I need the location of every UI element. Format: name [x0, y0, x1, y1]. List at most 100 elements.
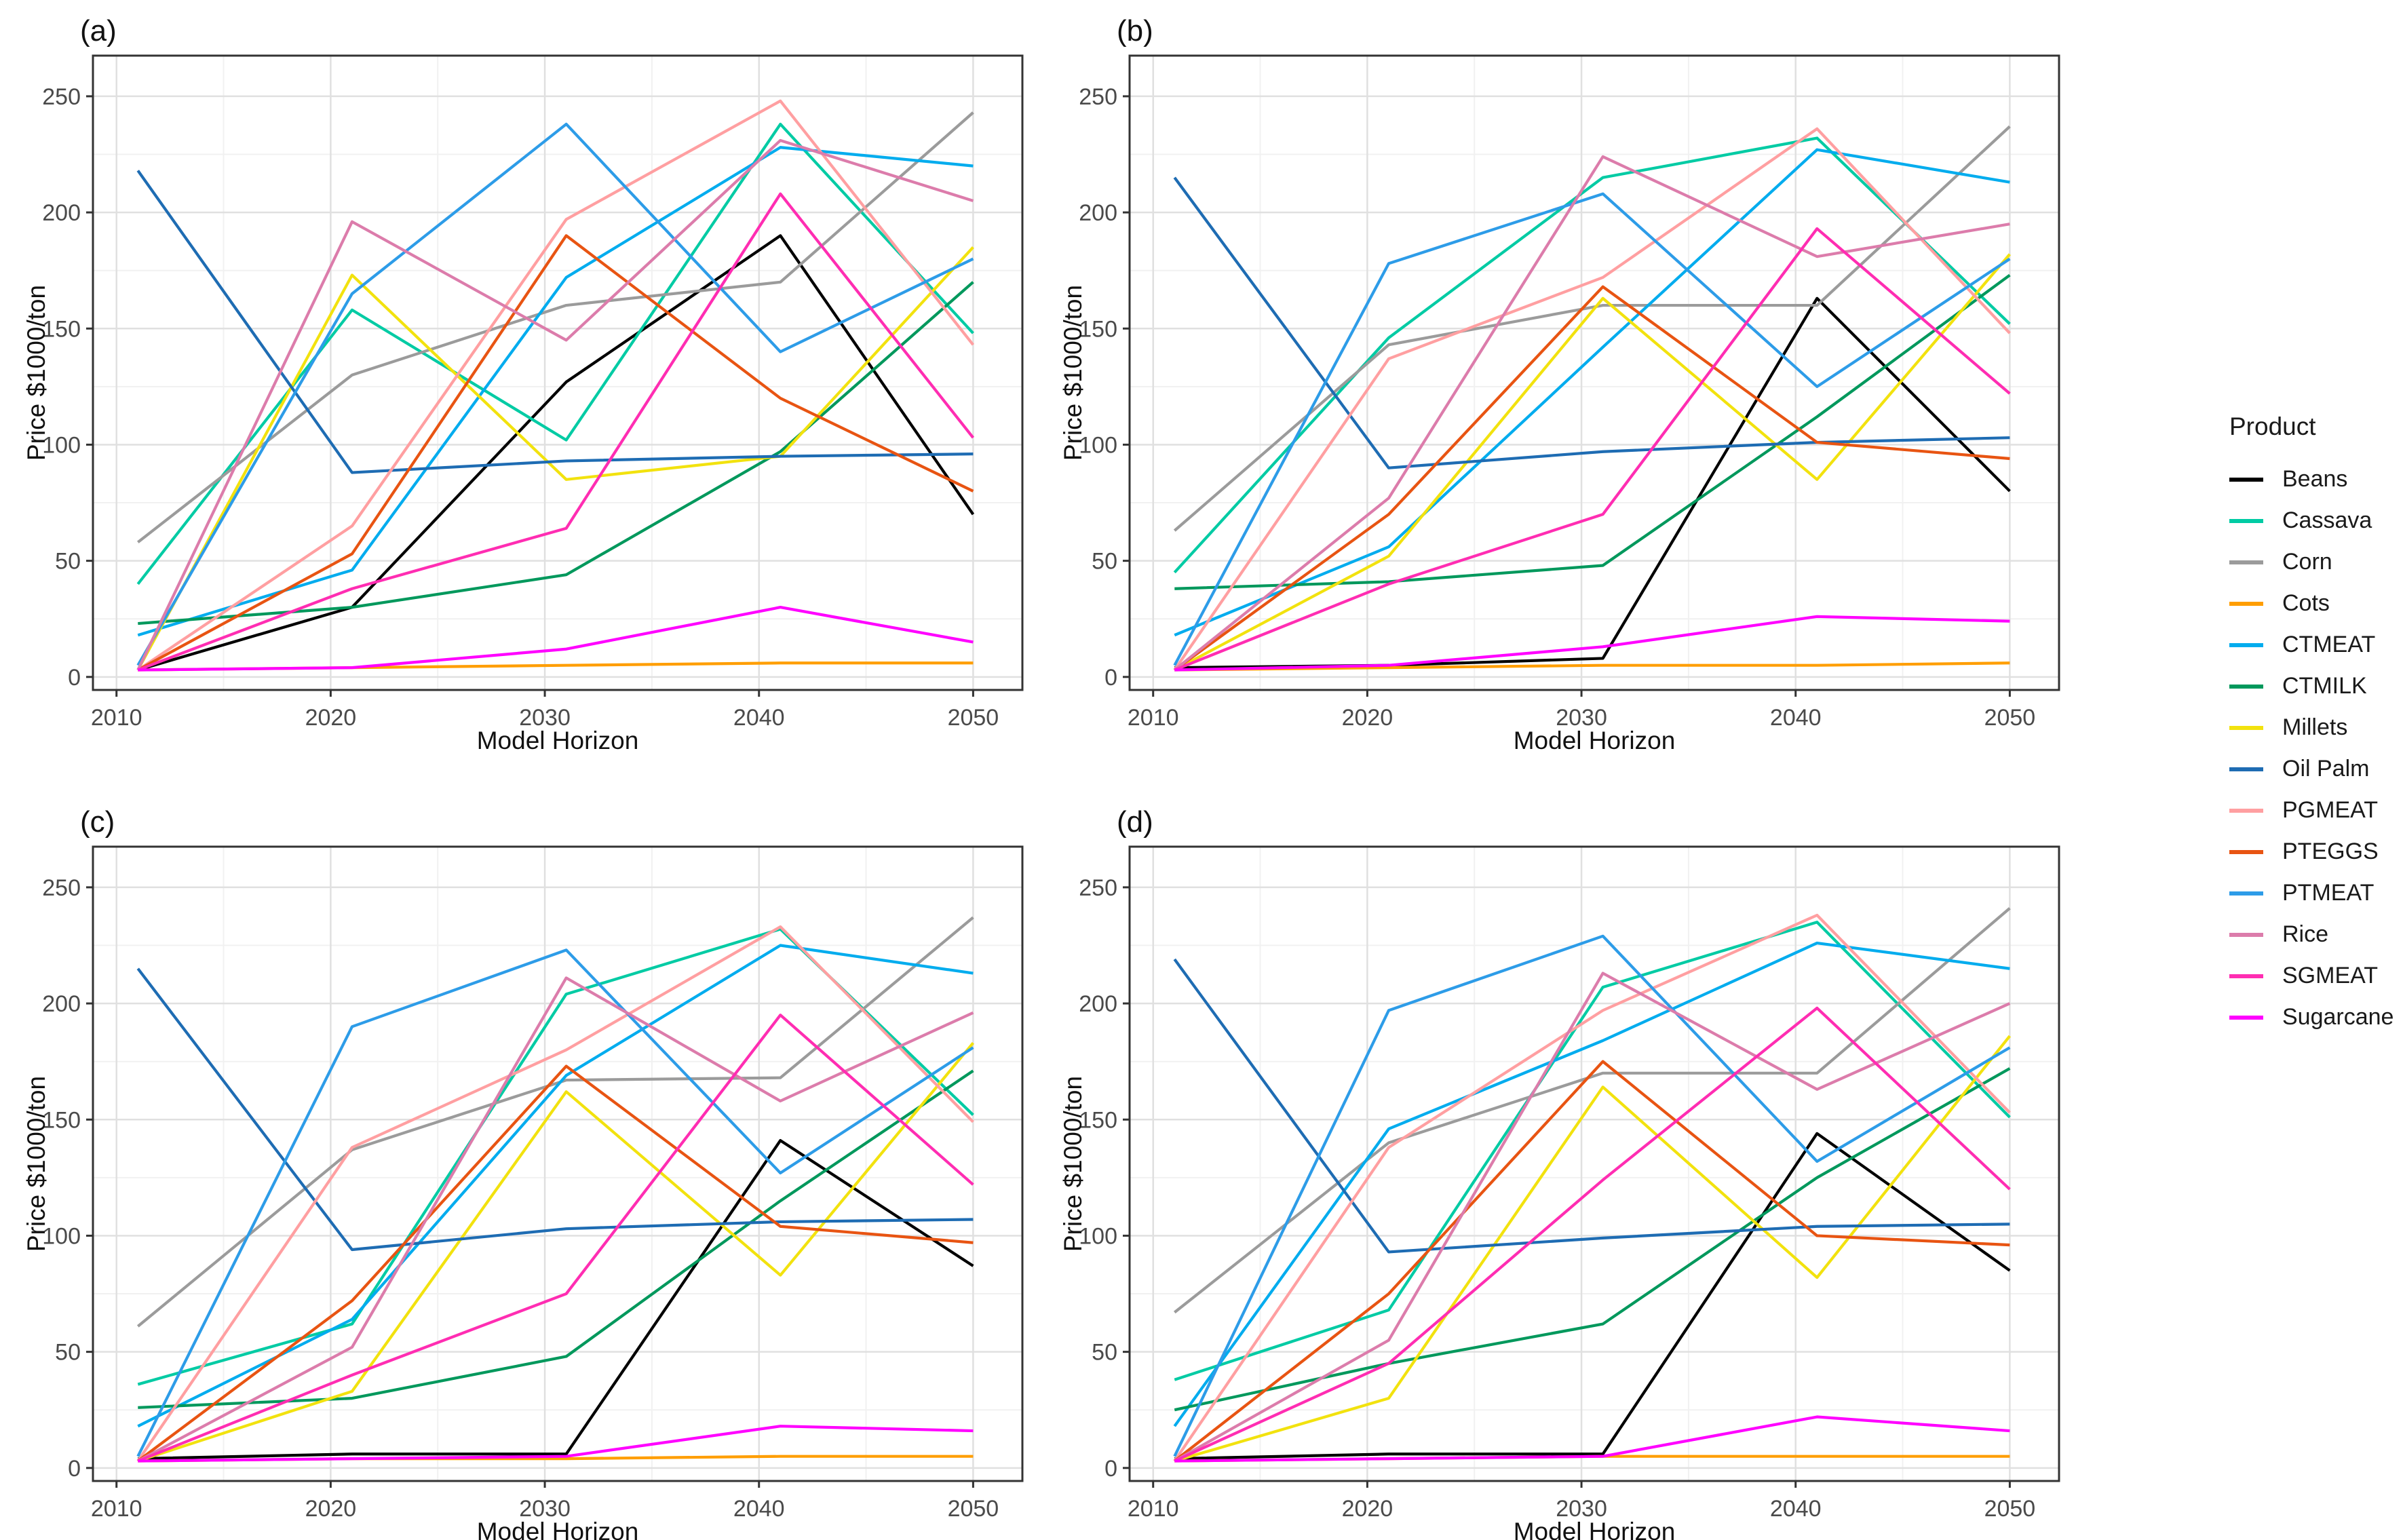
legend-item-corn: Corn [2229, 541, 2399, 583]
y-tick-label: 250 [42, 84, 81, 110]
legend-item-ctmilk: CTMILK [2229, 666, 2399, 707]
legend-swatch-line [2229, 891, 2263, 896]
y-tick-label: 150 [42, 1107, 81, 1133]
legend-item-sgmeat: SGMEAT [2229, 955, 2399, 997]
y-tick-label: 200 [42, 991, 81, 1017]
line-chart-c: 0 50 100 150 200 250 2010 2020 2030 2040 2050 Model… [22, 806, 1024, 1540]
legend-item-label: Corn [2282, 549, 2332, 575]
series-line-oil-palm [1173, 176, 2010, 469]
y-tick-label: 100 [42, 432, 81, 458]
x-tick-label: 2020 [1342, 1496, 1393, 1522]
legend-item-label: Beans [2282, 466, 2348, 492]
x-axis-title: Model Horizon [477, 727, 639, 754]
series-line-corn [136, 111, 974, 543]
series-line-rice [136, 138, 974, 671]
series-line-millets [136, 246, 974, 671]
x-tick-label: 2040 [733, 1496, 785, 1522]
legend-swatch-line [2229, 642, 2263, 647]
y-tick-label: 150 [42, 316, 81, 342]
series-line-millets [1174, 1035, 2012, 1463]
legend-item-label: Millets [2282, 714, 2348, 740]
legend-item-cots: Cots [2229, 583, 2399, 624]
legend-swatch-line [2229, 601, 2263, 606]
x-tick-label: 2050 [948, 1496, 999, 1522]
series-line-sgmeat [137, 192, 975, 672]
chart-panel-c: 0 50 100 150 200 250 2010 2020 2030 2040 2050 Model… [22, 806, 1033, 1540]
legend-item-label: PTEGGS [2282, 839, 2379, 864]
y-tick-label: 50 [1092, 1340, 1117, 1366]
series-line-pteggs [1173, 1060, 2010, 1463]
legend-swatch-line [2229, 849, 2263, 854]
legend-item-label: PTMEAT [2282, 880, 2375, 906]
series-line-ctmilk [138, 281, 974, 625]
series-line-sgmeat [137, 1014, 974, 1463]
x-axis-title: Model Horizon [477, 1518, 639, 1540]
series-line-corn [1173, 907, 2011, 1314]
series-line-ctmilk [138, 1069, 974, 1409]
x-axis-title: Model Horizon [1514, 1518, 1676, 1540]
x-tick-label: 2030 [519, 705, 571, 731]
series-line-sgmeat [1174, 227, 2011, 672]
series-line-pgmeat [136, 925, 974, 1462]
x-tick-label: 2030 [1556, 1496, 1607, 1522]
legend-item-label: Sugarcane [2282, 1004, 2394, 1030]
x-tick-label: 2020 [305, 705, 357, 731]
x-tick-label: 2010 [1128, 1496, 1179, 1522]
series-line-rice [1174, 971, 2011, 1463]
legend-swatch-line [2229, 477, 2263, 482]
legend-swatch-line [2229, 767, 2263, 771]
series-line-cassava [1173, 136, 2011, 574]
series-line-millets [1174, 253, 2011, 672]
legend-swatch-line [2229, 684, 2263, 689]
series-line-oil-palm [1173, 958, 2010, 1254]
panel-border [92, 54, 1024, 691]
series-line-pgmeat [1173, 127, 2011, 671]
legend-item-ptmeat: PTMEAT [2229, 872, 2399, 914]
x-tick-label: 2020 [305, 1496, 357, 1522]
panel-title: (a) [80, 15, 117, 47]
legend-item-label: Oil Palm [2282, 756, 2370, 782]
line-chart-d: 0 50 100 150 200 250 2010 2020 2030 2040 2050 Model… [1059, 806, 2060, 1540]
x-tick-label: 2050 [1984, 1496, 2036, 1522]
plot-background [93, 56, 1022, 690]
x-tick-label: 2010 [91, 1496, 142, 1522]
panel-title: (b) [1117, 15, 1153, 47]
x-tick-label: 2050 [948, 705, 999, 731]
series-line-millets [137, 1041, 975, 1463]
y-tick-label: 200 [1079, 200, 1117, 226]
chart-panel-d: 0 50 100 150 200 250 2010 2020 2030 2040 2050 Model… [1058, 806, 2069, 1540]
legend-swatch-line [2229, 518, 2263, 523]
legend-item-label: Cots [2282, 590, 2330, 616]
legend-item-sugarcane: Sugarcane [2229, 997, 2399, 1038]
series-line-pgmeat [1173, 913, 2011, 1462]
panel-title: (c) [80, 806, 115, 839]
x-tick-label: 2050 [1984, 705, 2036, 731]
series-line-sugarcane [1174, 1415, 2010, 1463]
panel-border [1128, 54, 2060, 691]
legend-item-oil-palm: Oil Palm [2229, 748, 2399, 790]
line-chart-b: 0 50 100 150 200 250 2010 2020 2030 2040 2050 Model… [1059, 15, 2060, 754]
legend-item-label: Rice [2282, 921, 2329, 947]
series-line-cassava [136, 122, 974, 585]
panel-border [92, 845, 1024, 1482]
panel-title: (d) [1117, 806, 1153, 839]
series-line-ctmeat [1173, 941, 2010, 1427]
x-axis-title: Model Horizon [1514, 727, 1676, 754]
y-tick-label: 150 [1079, 1107, 1117, 1133]
y-tick-label: 100 [42, 1223, 81, 1249]
legend-item-label: Cassava [2282, 507, 2372, 533]
series-line-oil-palm [136, 967, 974, 1252]
legend-title: Product [2229, 412, 2316, 440]
series-line-pteggs [1174, 285, 2010, 672]
series-line-sugarcane [138, 606, 974, 672]
y-tick-label: 100 [1079, 432, 1117, 458]
legend: Product Beans Cassava Corn Cots CTMEAT CTMILK… [2229, 412, 2399, 1038]
legend-item-label: CTMILK [2282, 673, 2367, 699]
y-tick-label: 250 [1079, 875, 1117, 901]
y-tick-label: 100 [1079, 1223, 1117, 1249]
legend-item-label: SGMEAT [2282, 963, 2379, 988]
series-line-rice [1173, 155, 2010, 672]
x-tick-label: 2030 [1556, 705, 1607, 731]
x-tick-label: 2020 [1342, 705, 1393, 731]
